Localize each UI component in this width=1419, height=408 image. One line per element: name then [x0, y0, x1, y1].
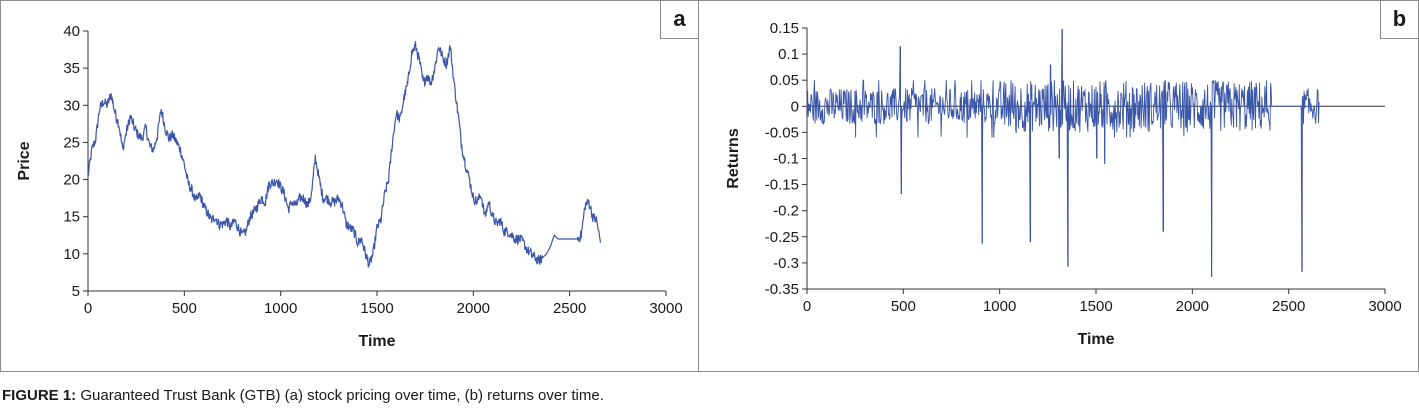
y-tick-label: 20 [63, 172, 80, 189]
y-tick-label: 0.05 [770, 72, 799, 89]
y-tick-label: -0.3 [773, 255, 799, 272]
chart-panel-a: a 5 10 15 20 25 30 35 40 0 500 1000 1500 2000 2500 300… [0, 0, 699, 372]
x-tick-label: 1500 [360, 300, 393, 317]
y-tick-label: 25 [63, 134, 80, 151]
y-tick-label: 0.1 [778, 46, 799, 63]
y-axis-title: Price [16, 141, 33, 180]
chart-panel-b: b 0.15 0.1 0.05 0 -0.05 -0.1 -0.15 -0.2 -0.25 -0.… [698, 0, 1419, 372]
y-tick-label: 10 [63, 246, 80, 263]
y-tick-label: -0.35 [765, 281, 799, 298]
price-chart: 5 10 15 20 25 30 35 40 0 500 1000 1500 2000 2500 3000 T… [16, 23, 683, 350]
y-tick-label: 30 [63, 97, 80, 114]
x-tick-label: 500 [172, 300, 197, 317]
returns-series-line [806, 28, 1320, 278]
caption-label: FIGURE 1: [2, 387, 77, 404]
y-tick-label: 0.15 [770, 20, 799, 37]
y-tick-label: 40 [63, 23, 80, 40]
x-tick-label: 1000 [983, 298, 1016, 315]
y-tick-label: -0.15 [765, 177, 799, 194]
price-series-line [87, 41, 602, 268]
y-tick-label: -0.2 [773, 203, 799, 220]
x-tick-label: 0 [84, 300, 92, 317]
caption-text: Guaranteed Trust Bank (GTB) (a) stock pr… [76, 387, 604, 404]
x-tick-label: 2000 [457, 300, 490, 317]
y-tick-label: -0.05 [765, 124, 799, 141]
y-tick-label: 15 [63, 209, 80, 226]
x-tick-label: 0 [803, 298, 811, 315]
x-tick-label: 3000 [649, 300, 682, 317]
y-tick-label: 0 [791, 98, 799, 115]
y-axis-title: Returns [725, 128, 742, 189]
x-tick-label: 2500 [553, 300, 586, 317]
y-tick-label: 35 [63, 60, 80, 77]
panel-label-b: b [1380, 1, 1418, 39]
y-tick-label: 5 [72, 283, 80, 300]
x-tick-label: 1000 [264, 300, 297, 317]
x-tick-label: 2500 [1272, 298, 1305, 315]
x-tick-label: 3000 [1368, 298, 1401, 315]
y-tick-label: -0.1 [773, 151, 799, 168]
x-axis-title: Time [358, 333, 395, 350]
figure-caption: FIGURE 1: Guaranteed Trust Bank (GTB) (a… [2, 387, 604, 404]
panel-label-a: a [660, 1, 698, 39]
x-tick-label: 2000 [1176, 298, 1209, 315]
x-tick-label: 500 [891, 298, 916, 315]
returns-chart: 0.15 0.1 0.05 0 -0.05 -0.1 -0.15 -0.2 -0.25 -0.3 -… [725, 20, 1402, 348]
x-tick-label: 1500 [1079, 298, 1112, 315]
y-tick-label: -0.25 [765, 229, 799, 246]
x-axis-title: Time [1077, 331, 1114, 348]
